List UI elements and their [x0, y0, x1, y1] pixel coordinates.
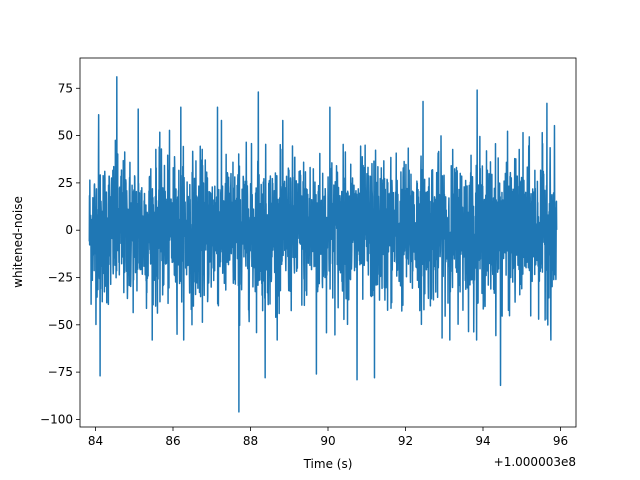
x-offset-label: +1.000003e8 — [494, 455, 576, 469]
y-axis: 75 50 25 0 −25 −50 −75 −100 — [40, 81, 80, 426]
x-tick-label: 86 — [165, 434, 180, 448]
x-tick-label: 88 — [243, 434, 258, 448]
x-axis: 84 86 88 90 92 94 96 — [88, 427, 568, 448]
x-tick-label: 90 — [320, 434, 335, 448]
y-tick-label: 75 — [58, 81, 73, 95]
x-tick-label: 94 — [475, 434, 490, 448]
y-tick-label: −50 — [48, 318, 73, 332]
series-layer — [88, 76, 558, 413]
y-tick-label: −25 — [48, 271, 73, 285]
x-axis-label: Time (s) — [303, 457, 353, 471]
x-tick-label: 84 — [88, 434, 103, 448]
y-axis-label: whitened-noise — [11, 196, 25, 288]
y-tick-label: 50 — [58, 129, 73, 143]
y-tick-label: −75 — [48, 365, 73, 379]
y-tick-label: 0 — [65, 223, 73, 237]
x-tick-label: 96 — [553, 434, 568, 448]
y-tick-label: −100 — [40, 412, 73, 426]
y-tick-label: 25 — [58, 176, 73, 190]
x-tick-label: 92 — [398, 434, 413, 448]
series-line — [88, 76, 558, 413]
